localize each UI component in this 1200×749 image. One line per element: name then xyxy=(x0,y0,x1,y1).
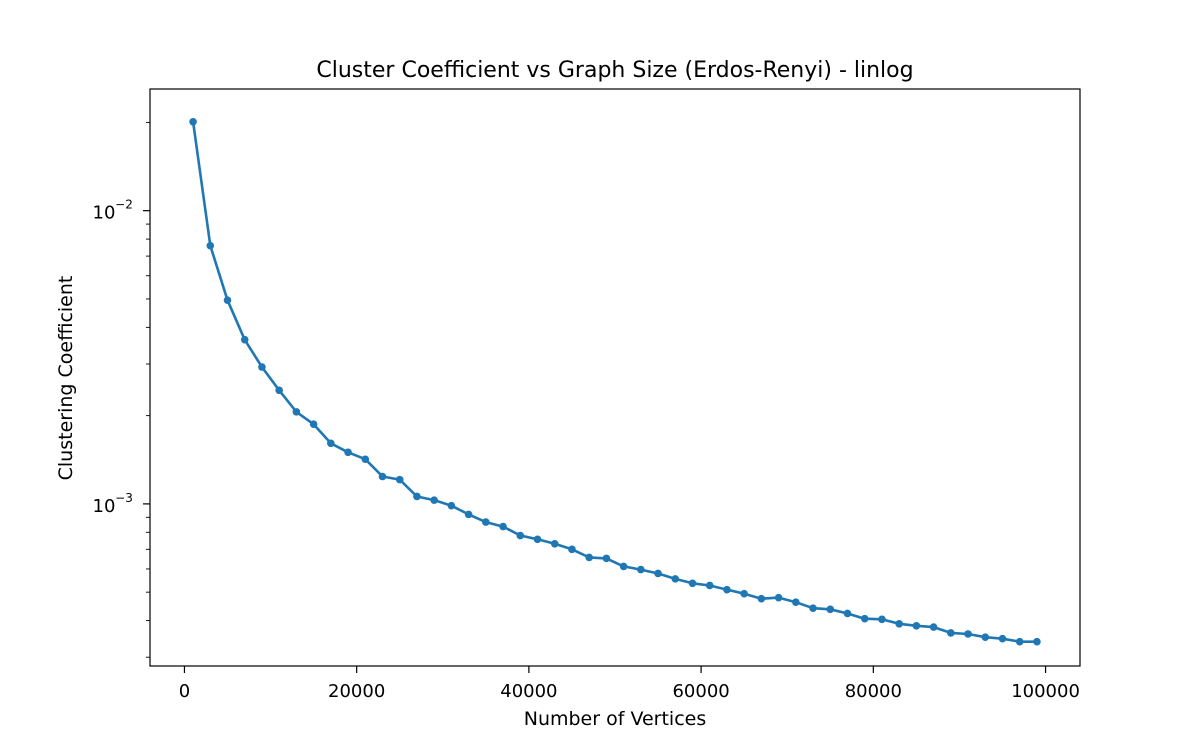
data-point xyxy=(619,562,628,571)
data-point xyxy=(1033,637,1041,646)
data-point xyxy=(344,448,352,457)
data-point xyxy=(878,615,886,624)
y-axis: 10−210−3 xyxy=(93,198,150,517)
data-point xyxy=(516,531,525,540)
data-point xyxy=(447,501,456,510)
data-point xyxy=(947,629,955,637)
data-point xyxy=(585,553,593,562)
data-point xyxy=(413,492,421,501)
data-point xyxy=(309,420,318,428)
data-point xyxy=(602,554,611,563)
data-point xyxy=(998,634,1007,643)
x-tick-label-1: 20000 xyxy=(328,681,385,702)
data-point xyxy=(671,575,680,583)
data-point xyxy=(258,363,266,371)
data-point xyxy=(430,496,438,504)
data-point xyxy=(912,621,921,630)
x-tick-label-5: 100000 xyxy=(1011,681,1080,702)
data-point xyxy=(292,408,301,416)
data-point xyxy=(395,475,404,484)
y-axis-label: Clustering Coefficient xyxy=(55,276,77,481)
data-point xyxy=(550,539,559,548)
data-point xyxy=(826,605,835,614)
data-point xyxy=(1015,637,1024,646)
data-point xyxy=(843,609,852,618)
x-axis: 0 20000 40000 60000 80000 100000 xyxy=(179,666,1080,702)
data-point xyxy=(895,620,903,628)
data-point xyxy=(223,296,232,305)
data-point xyxy=(929,623,938,631)
data-point xyxy=(378,472,387,481)
y-tick-exponent-0: −2 xyxy=(115,198,133,212)
data-point xyxy=(568,545,576,554)
data-point xyxy=(240,335,249,344)
y-tick-label-0: 10 xyxy=(93,203,116,224)
data-point xyxy=(499,522,507,531)
data-point xyxy=(533,535,542,544)
data-point xyxy=(964,630,972,638)
data-point xyxy=(189,117,197,126)
data-point xyxy=(482,518,490,526)
data-point xyxy=(361,455,370,464)
data-point xyxy=(809,604,817,612)
data-point xyxy=(275,386,283,395)
data-point xyxy=(792,598,800,607)
chart-title: Cluster Coefficient vs Graph Size (Erdos… xyxy=(316,58,913,83)
data-point xyxy=(757,594,766,603)
series-markers xyxy=(189,117,1041,646)
x-tick-label-2: 40000 xyxy=(500,681,557,702)
x-tick-label-4: 80000 xyxy=(845,681,902,702)
x-tick-label-0: 0 xyxy=(179,681,190,702)
x-tick-label-3: 60000 xyxy=(672,681,729,702)
data-point xyxy=(464,510,473,519)
data-point xyxy=(740,589,748,598)
data-point xyxy=(860,614,869,623)
data-point xyxy=(688,579,697,588)
plot-area xyxy=(149,88,1081,667)
data-point xyxy=(327,439,335,448)
data-point xyxy=(654,569,662,578)
data-point xyxy=(705,581,714,590)
series-line xyxy=(191,120,1039,644)
x-axis-label: Number of Vertices xyxy=(524,708,707,730)
data-point xyxy=(637,565,645,574)
y-tick-exponent-1: −3 xyxy=(115,491,133,505)
y-tick-label-1: 10 xyxy=(93,496,116,517)
data-point xyxy=(981,633,990,642)
y-minor-ticks xyxy=(146,121,150,658)
data-point xyxy=(206,241,215,250)
data-point xyxy=(723,585,731,594)
data-point xyxy=(774,593,783,602)
